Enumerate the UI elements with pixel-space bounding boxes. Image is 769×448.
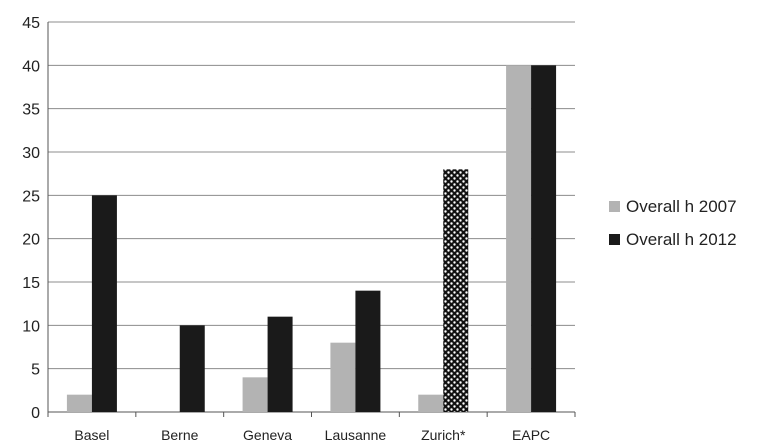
bar-geneva-2012 [267,316,293,412]
bar-lausanne-2012 [355,290,381,412]
y-tick-label: 30 [22,145,40,162]
bar-zurich--2007 [418,394,444,412]
y-tick-labels: 0 5 10 15 20 25 30 35 40 45 [22,15,40,422]
bar-geneva-2007 [242,377,268,412]
x-tick-label: Berne [161,427,199,443]
y-tick-label: 35 [22,102,40,119]
bar-eapc-2007 [506,65,532,412]
x-tick-labels: Basel Berne Geneva Lausanne Zurich* EAPC [74,427,550,443]
bar-eapc-2012 [531,65,557,412]
y-tick-label: 10 [22,318,40,335]
legend-swatch [609,234,620,245]
x-tick-label: Zurich* [421,427,466,443]
x-tick-label: EAPC [512,427,550,443]
bars [66,65,557,412]
y-tick-label: 20 [22,232,40,249]
y-tick-label: 45 [22,15,40,32]
legend-label: Overall h 2012 [626,230,737,249]
x-tick-label: Geneva [243,427,292,443]
bar-zurich--2012 [443,169,469,412]
bar-basel-2012 [91,195,117,412]
x-tick-label: Lausanne [325,427,387,443]
gridlines [48,21,575,370]
legend-label: Overall h 2007 [626,197,737,216]
bar-lausanne-2007 [330,342,356,412]
y-tick-label: 25 [22,188,40,205]
y-tick-label: 40 [22,58,40,75]
y-tick-label: 5 [31,362,40,379]
legend: Overall h 2007 Overall h 2012 [609,197,737,249]
legend-swatch [609,201,620,212]
y-tick-label: 0 [31,405,40,422]
x-tick-label: Basel [74,427,109,443]
bar-berne-2012 [179,325,205,412]
bar-basel-2007 [66,394,92,412]
y-tick-label: 15 [22,275,40,292]
axes [47,22,576,417]
